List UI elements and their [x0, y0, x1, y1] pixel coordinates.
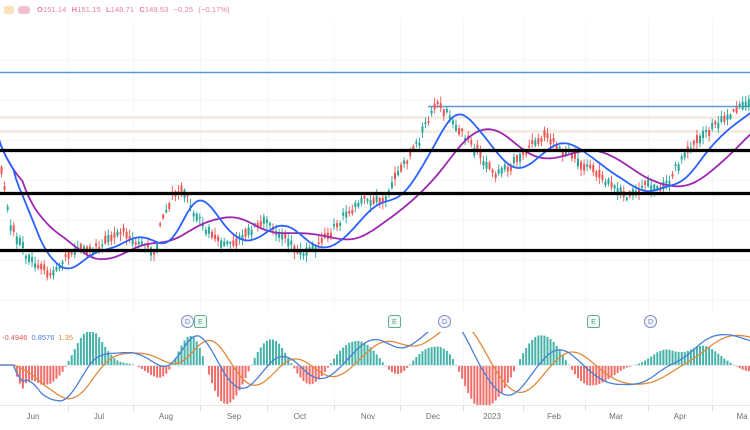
change-percent: (−0.17%) — [198, 5, 230, 14]
price-chart-pane[interactable] — [0, 20, 750, 312]
price-chart-svg — [0, 20, 750, 312]
axis-separator — [200, 406, 201, 411]
ohlc-readout: O151.14 H151.15 L148.71 C149.53 −0.25 (−… — [37, 5, 230, 15]
axis-tick-apr: Apr — [673, 412, 687, 421]
axis-separator — [334, 406, 335, 411]
low-label: L — [105, 5, 111, 14]
macd-pane[interactable] — [0, 332, 750, 405]
close-value: 149.53 — [144, 5, 169, 14]
earnings-marker-e-icon[interactable]: E — [194, 315, 207, 328]
time-axis[interactable]: Jun Jul Aug Sep Oct Nov Dec 2023 Feb Mar Apr Ma — [0, 405, 750, 430]
axis-separator — [463, 406, 464, 411]
axis-tick-feb: Feb — [547, 412, 561, 421]
axis-separator — [267, 406, 268, 411]
change-value: −0.25 — [173, 5, 194, 14]
axis-separator — [712, 406, 713, 411]
axis-tick-ma: Ma — [736, 412, 748, 421]
indicator-badge-a-icon — [4, 6, 14, 14]
axis-separator — [585, 406, 586, 411]
axis-tick-mar: Mar — [609, 412, 623, 421]
axis-tick-jun: Jun — [26, 412, 40, 421]
axis-separator — [68, 406, 69, 411]
dividend-marker-d-icon[interactable]: D — [181, 315, 194, 328]
axis-tick-sep: Sep — [226, 412, 242, 421]
axis-tick-oct: Oct — [293, 412, 307, 421]
close-label: C — [139, 5, 145, 14]
open-value: 151.14 — [42, 5, 67, 14]
axis-separator — [523, 406, 524, 411]
candlestick-series — [0, 94, 750, 281]
axis-separator — [133, 406, 134, 411]
macd-signal-value: 1.35 — [58, 333, 73, 342]
macd-chart-svg — [0, 332, 750, 405]
axis-tick-jul: Jul — [93, 412, 105, 421]
high-value: 151.15 — [77, 5, 101, 14]
axis-tick-dec: Dec — [425, 412, 441, 421]
earnings-marker-e-icon[interactable]: E — [587, 315, 600, 328]
axis-tick-2023: 2023 — [483, 412, 501, 421]
axis-tick-aug: Aug — [158, 412, 174, 421]
macd-line-value: 0.8576 — [31, 333, 55, 342]
axis-tick-nov: Nov — [360, 412, 376, 421]
axis-separator — [400, 406, 401, 411]
chart-legend: O151.14 H151.15 L148.71 C149.53 −0.25 (−… — [0, 0, 750, 20]
earnings-marker-e-icon[interactable]: E — [388, 315, 401, 328]
low-value: 148.71 — [110, 5, 135, 14]
macd-histogram — [0, 332, 750, 405]
axis-separator — [648, 406, 649, 411]
open-label: O — [37, 5, 43, 14]
indicator-badge-b-icon — [18, 6, 30, 14]
macd-legend: -0.4946 0.8576 1.35 — [2, 333, 77, 343]
high-label: H — [71, 5, 78, 14]
dividend-marker-d-icon[interactable]: D — [438, 315, 451, 328]
dividend-marker-d-icon[interactable]: D — [644, 315, 657, 328]
macd-histogram-value: -0.4946 — [2, 333, 28, 342]
